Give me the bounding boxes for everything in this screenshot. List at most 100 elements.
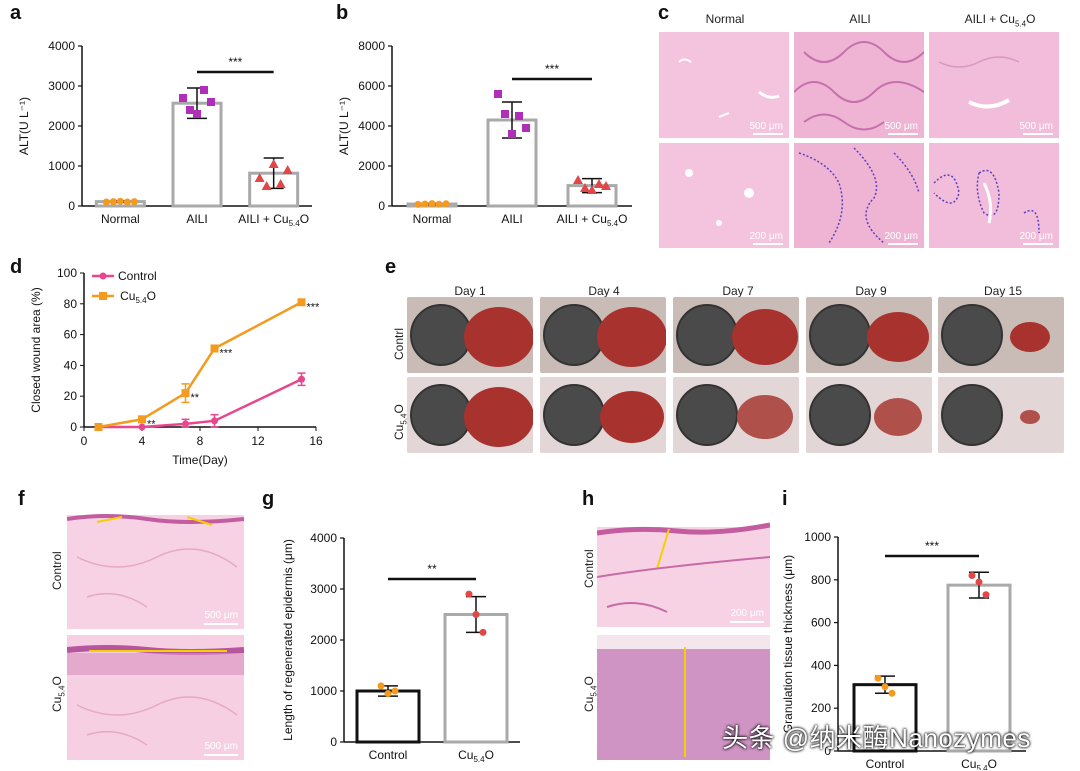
data-point <box>522 124 530 132</box>
data-point <box>515 112 523 120</box>
scale-bar <box>1023 133 1053 135</box>
data-point <box>130 198 138 206</box>
chart-b-alt: 0 2000 4000 6000 8000 ALT(U L⁻¹) Normal AILI AIL… <box>337 39 632 228</box>
data-point <box>472 611 480 618</box>
panel-letter-d: d <box>10 256 23 278</box>
y-tick-label: 400 <box>811 658 831 672</box>
day-label-4: Day 4 <box>588 284 620 298</box>
data-point <box>442 200 450 208</box>
y-tick-label: 200 <box>811 701 831 715</box>
y-tick-label: 0 <box>378 199 385 213</box>
bar <box>355 689 421 744</box>
significance-stars: *** <box>545 62 559 76</box>
significance-annotation: *** <box>307 301 321 313</box>
panel-letter-c: c <box>658 2 670 24</box>
panel-letter-e: e <box>385 256 397 278</box>
category-label: AILI + Cu5.4O <box>557 212 628 228</box>
histology-normal-low: 500 μm <box>659 32 789 138</box>
y-tick-label: 0 <box>68 199 75 213</box>
day-label-9: Day 9 <box>855 284 887 298</box>
data-point <box>501 110 509 118</box>
y-tick-label: 2000 <box>358 159 385 173</box>
data-point <box>94 423 103 431</box>
data-point <box>207 98 215 106</box>
y-axis-label: Length of regenerated epidermis (μm) <box>281 539 295 741</box>
y-tick-label: 80 <box>64 297 78 311</box>
histology-h-cu <box>597 635 770 760</box>
y-tick-label: 1000 <box>804 530 831 544</box>
scale-label: 200 μm <box>884 231 918 242</box>
panel-letter-b: b <box>336 2 349 24</box>
scale-label: 500 μm <box>204 741 238 752</box>
data-point <box>881 683 889 691</box>
data-point <box>494 90 502 98</box>
significance-annotation: *** <box>220 347 234 359</box>
data-point <box>186 106 194 114</box>
chart-a-alt: 0 1000 2000 3000 4000 ALT(U L⁻¹) Normal AILI AIL… <box>17 39 312 228</box>
category-label: Control <box>369 748 408 762</box>
data-point <box>377 682 385 690</box>
histology-f-control: 500 μm <box>67 497 244 629</box>
x-tick-label: 12 <box>251 434 265 448</box>
data-point <box>181 389 190 398</box>
histology-aili-cu-low: 500 μm <box>929 32 1059 138</box>
histology-f-cu: 500 μm <box>67 635 244 760</box>
scale-label: 500 μm <box>1019 121 1053 132</box>
y-tick-label: 0 <box>824 744 831 758</box>
y-tick-label: 40 <box>64 358 78 372</box>
legend-label-cu: Cu5.4O <box>120 289 156 305</box>
data-point <box>594 179 604 188</box>
chart-g-epidermis: 0 1000 2000 3000 4000 Length of regenerated e… <box>281 531 520 764</box>
wound-photo <box>673 297 799 373</box>
y-tick-label: 0 <box>70 420 77 434</box>
legend-marker-control <box>99 272 107 280</box>
category-label: Cu5.4O <box>458 748 494 764</box>
x-tick-label: 8 <box>197 434 204 448</box>
series-line <box>98 378 303 429</box>
y-tick-label: 600 <box>811 616 831 630</box>
f-row-label-cu: Cu5.4O <box>50 676 67 712</box>
significance-stars: ** <box>427 562 437 576</box>
wound-photo <box>407 297 533 373</box>
x-axis-label: Time(Day) <box>172 453 228 467</box>
scale-label: 500 μm <box>204 610 238 621</box>
row-label-control: Contrl <box>392 327 406 360</box>
data-point <box>421 200 429 208</box>
data-point <box>391 687 399 695</box>
significance-stars: *** <box>925 539 939 553</box>
data-point <box>254 173 265 182</box>
data-point <box>211 417 218 425</box>
category-label: Cu5.4O <box>961 757 997 770</box>
f-row-label-control: Control <box>50 551 64 590</box>
y-tick-label: 60 <box>64 328 78 342</box>
y-tick-label: 0 <box>330 735 337 749</box>
data-point <box>888 689 896 697</box>
y-tick-label: 100 <box>57 266 77 280</box>
data-point <box>261 181 272 190</box>
significance-stars: *** <box>228 55 242 69</box>
scale-bar <box>1023 243 1053 245</box>
data-point <box>435 200 443 208</box>
data-point <box>268 159 279 168</box>
y-tick-label: 4000 <box>48 39 75 53</box>
data-point <box>968 572 976 580</box>
wound-photo <box>938 377 1064 453</box>
scale-bar <box>753 243 783 245</box>
y-tick-label: 3000 <box>48 79 75 93</box>
data-point <box>573 175 583 184</box>
category-label: Normal <box>413 212 452 226</box>
data-point <box>109 198 117 206</box>
day-label-15: Day 15 <box>983 284 1023 298</box>
data-point <box>138 423 146 431</box>
category-label: AILI <box>186 212 207 226</box>
panel-c-col-normal: Normal <box>705 12 745 26</box>
scale-bar <box>204 754 238 756</box>
data-point <box>282 165 293 174</box>
day-label-1: Day 1 <box>454 284 486 298</box>
y-tick-label: 2000 <box>48 119 75 133</box>
scale-bar <box>753 133 783 135</box>
y-tick-label: 1000 <box>310 684 337 698</box>
y-tick-label: 4000 <box>358 119 385 133</box>
wound-photo <box>540 297 666 373</box>
scale-label: 200 μm <box>749 231 783 242</box>
